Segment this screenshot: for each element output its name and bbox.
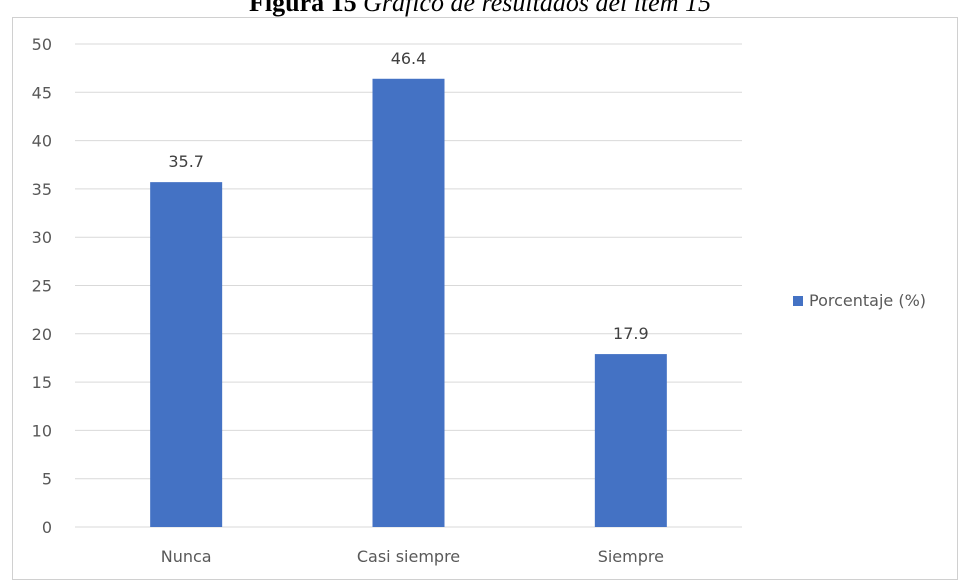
figure-number: Figura 15: [249, 0, 357, 17]
y-tick-label: 0: [42, 518, 52, 537]
x-tick-label: Siempre: [598, 547, 664, 566]
y-tick-label: 15: [32, 373, 52, 392]
figure-caption: Figura 15 Gráfico de resultados del ítem…: [0, 0, 960, 18]
y-tick-label: 30: [32, 228, 52, 247]
x-tick-label: Nunca: [161, 547, 212, 566]
data-label: 17.9: [613, 324, 649, 343]
y-tick-label: 5: [42, 470, 52, 489]
data-label: 46.4: [391, 49, 427, 68]
legend-swatch: [793, 295, 803, 306]
y-tick-label: 10: [32, 421, 52, 440]
y-tick-label: 25: [32, 277, 52, 296]
legend-label: Porcentaje (%): [809, 291, 927, 310]
bar: [594, 354, 667, 527]
x-tick-label: Casi siempre: [357, 547, 460, 566]
data-label: 35.7: [168, 152, 204, 171]
y-tick-label: 35: [32, 180, 52, 199]
bar: [150, 182, 223, 527]
figure-title: Gráfico de resultados del ítem 15: [363, 0, 711, 17]
y-tick-label: 40: [32, 132, 52, 151]
legend: Porcentaje (%): [793, 291, 926, 310]
y-tick-label: 45: [32, 83, 52, 102]
y-tick-label: 50: [32, 35, 52, 54]
bar: [372, 78, 445, 527]
y-tick-label: 20: [32, 325, 52, 344]
